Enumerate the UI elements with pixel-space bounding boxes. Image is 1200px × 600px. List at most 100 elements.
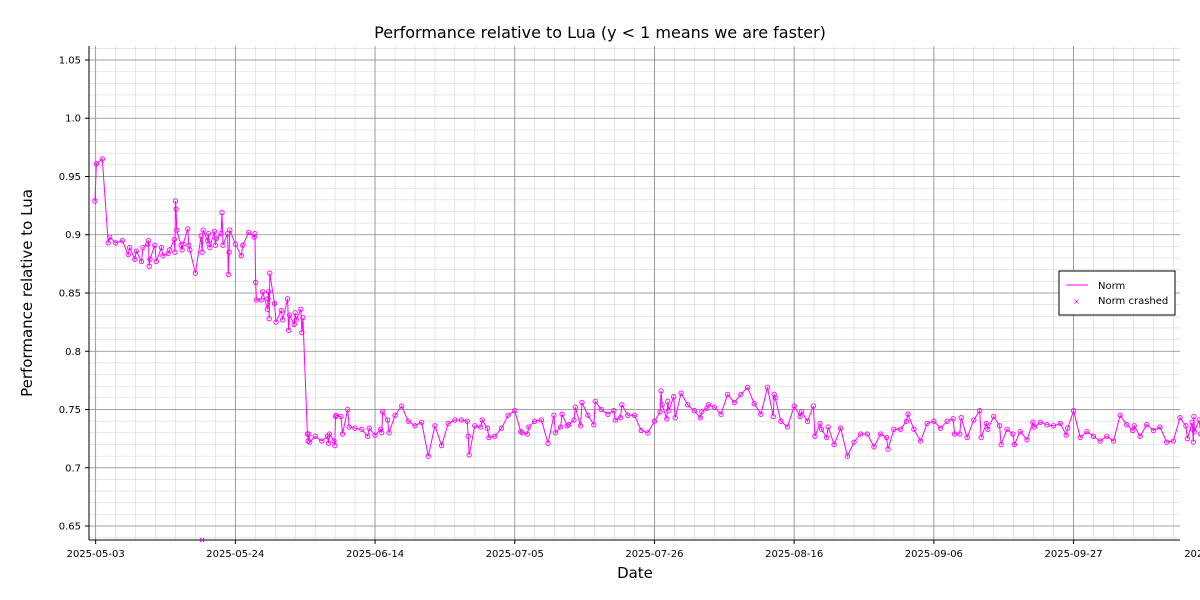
data-point	[238, 253, 244, 259]
data-point	[791, 403, 797, 409]
data-point	[659, 402, 665, 408]
data-point	[831, 441, 837, 448]
data-point	[192, 270, 199, 276]
data-point	[345, 406, 351, 413]
data-point	[505, 412, 511, 418]
data-point	[538, 417, 545, 423]
data-point	[92, 198, 98, 204]
data-point	[1177, 415, 1183, 421]
data-point	[172, 249, 178, 255]
data-point	[519, 430, 525, 436]
x-tick-label: 2025-05-03	[67, 549, 125, 560]
data-point	[112, 240, 119, 246]
data-point	[1196, 417, 1200, 423]
data-point	[138, 258, 145, 265]
data-point	[771, 391, 777, 398]
data-point	[983, 420, 989, 427]
data-point	[484, 425, 491, 431]
data-point	[978, 434, 984, 441]
data-point	[770, 413, 776, 420]
data-point	[810, 403, 817, 409]
data-point	[1117, 412, 1123, 418]
data-point	[985, 426, 991, 432]
data-point	[252, 230, 258, 237]
data-point	[174, 227, 180, 233]
y-tick-label: 0.7	[65, 463, 81, 474]
data-point	[338, 413, 344, 420]
data-point	[1190, 439, 1196, 445]
data-point	[804, 418, 811, 424]
data-point	[1037, 419, 1043, 425]
data-point	[486, 434, 492, 441]
series-norm-line	[94, 158, 1200, 458]
data-point	[691, 408, 698, 414]
data-point	[227, 227, 233, 233]
data-point	[253, 279, 259, 286]
data-point	[751, 401, 757, 407]
data-point	[332, 442, 338, 449]
data-point	[160, 253, 166, 259]
data-point	[145, 241, 151, 247]
data-point	[778, 418, 784, 424]
data-point	[180, 241, 186, 247]
data-point	[1198, 431, 1200, 437]
data-point	[612, 417, 618, 423]
data-point	[883, 434, 890, 441]
data-point	[293, 317, 299, 323]
data-point	[185, 226, 191, 232]
data-point	[858, 431, 864, 437]
data-point	[432, 423, 438, 429]
data-point	[577, 423, 584, 429]
data-point	[240, 242, 246, 248]
x-tick-label: 2025-07-05	[486, 549, 544, 560]
data-point	[1057, 420, 1063, 427]
data-point	[380, 409, 386, 415]
data-point	[339, 431, 346, 437]
data-point	[266, 315, 272, 322]
data-point	[107, 234, 113, 240]
data-point	[286, 312, 293, 318]
data-point	[685, 402, 691, 408]
data-point	[225, 271, 231, 278]
data-point	[1189, 419, 1195, 425]
data-point	[418, 419, 425, 425]
data-point	[1065, 425, 1071, 431]
data-point	[312, 433, 318, 439]
data-point	[372, 432, 378, 438]
data-point	[944, 418, 950, 424]
data-point	[631, 412, 638, 418]
grid	[89, 46, 1180, 540]
y-tick-label: 0.9	[65, 230, 81, 241]
data-point	[365, 433, 371, 439]
data-point	[299, 329, 305, 336]
data-point	[1010, 431, 1016, 437]
data-point	[298, 306, 304, 312]
data-point	[300, 314, 306, 321]
data-point	[825, 424, 831, 430]
data-point	[598, 406, 604, 413]
crash-marker	[199, 537, 205, 543]
data-point	[657, 409, 663, 415]
data-point	[200, 227, 206, 233]
data-point	[445, 420, 451, 427]
data-point	[1084, 428, 1090, 435]
y-tick-label: 1.0	[65, 114, 81, 125]
data-point	[464, 418, 470, 424]
x-tick-label: 2025-09-27	[1044, 549, 1102, 560]
data-point	[605, 411, 611, 417]
data-point	[1137, 433, 1143, 439]
data-point	[526, 424, 532, 430]
data-point	[1030, 419, 1036, 425]
data-point	[260, 289, 266, 295]
data-point	[518, 428, 524, 435]
data-point	[492, 433, 498, 439]
data-point	[585, 412, 591, 418]
data-point	[1024, 437, 1030, 443]
data-point	[1131, 423, 1137, 429]
data-point	[479, 417, 485, 423]
data-point	[425, 453, 431, 459]
data-point	[273, 319, 279, 325]
data-point	[105, 240, 111, 246]
data-point	[950, 416, 956, 422]
y-axis-label: Performance relative to Lua	[18, 189, 36, 397]
